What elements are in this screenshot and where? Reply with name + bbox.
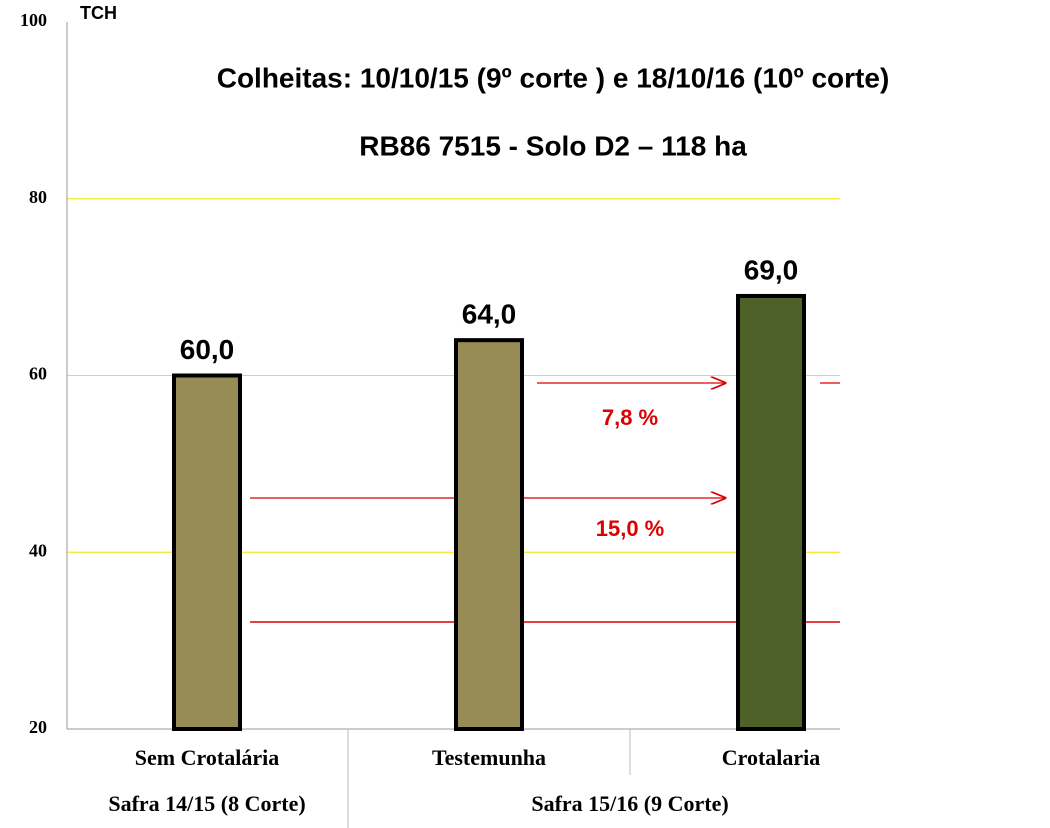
- annotation: 7,8 %: [602, 405, 658, 430]
- y-tick-label: 80: [29, 187, 47, 207]
- y-tick-label: 40: [29, 540, 47, 560]
- y-axis-label: TCH: [80, 3, 117, 23]
- y-tick-label: 60: [29, 364, 47, 384]
- data-label: 60,0: [180, 334, 235, 365]
- data-label: 64,0: [462, 299, 517, 330]
- data-label: 69,0: [744, 254, 799, 285]
- x-tick-label: Testemunha: [432, 745, 546, 770]
- y-tick-label: 100: [20, 10, 47, 30]
- annotation: 15,0 %: [596, 516, 665, 541]
- chart-subtitle: RB86 7515 - Solo D2 – 118 ha: [359, 130, 747, 161]
- bar: [454, 338, 524, 731]
- x-tick-label: Crotalaria: [722, 745, 821, 770]
- bar: [172, 373, 242, 731]
- group-label: Safra 14/15 (8 Corte): [108, 791, 305, 816]
- group-label: Safra 15/16 (9 Corte): [531, 791, 728, 816]
- bar: [736, 293, 806, 731]
- y-tick-label: 20: [29, 717, 47, 737]
- chart-title: Colheitas: 10/10/15 (9º corte ) e 18/10/…: [217, 62, 890, 93]
- x-tick-label: Sem Crotalária: [135, 745, 279, 770]
